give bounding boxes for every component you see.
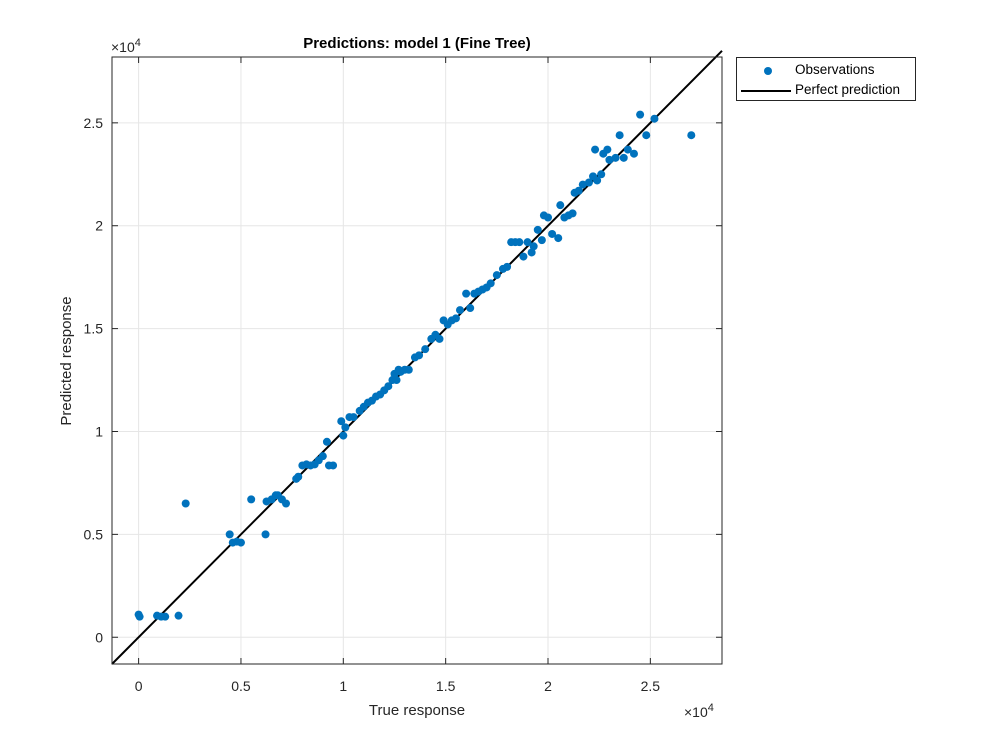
y-tick-label: 0 <box>95 629 103 645</box>
observation-point <box>486 279 495 288</box>
y-exponent-base: ×10 <box>111 39 135 55</box>
x-tick-label: 1 <box>339 678 347 694</box>
chart-title: Predictions: model 1 (Fine Tree) <box>303 35 531 52</box>
observation-point <box>404 365 413 374</box>
observations-marker-icon <box>764 67 772 75</box>
observation-point <box>623 145 632 154</box>
y-axis-label: Predicted response <box>58 296 75 425</box>
observation-point <box>503 262 512 271</box>
legend: Observations Perfect prediction <box>736 57 916 101</box>
observation-point <box>329 461 338 470</box>
grid-lines <box>112 57 722 664</box>
legend-label-observations: Observations <box>795 62 875 77</box>
observation-point <box>462 289 471 298</box>
observation-points <box>134 110 696 621</box>
observation-point <box>548 229 557 238</box>
observation-point <box>421 345 430 354</box>
observation-point <box>339 431 348 440</box>
observation-point <box>611 153 620 162</box>
y-axis-exponent: ×104 <box>111 37 141 55</box>
observation-point <box>568 209 577 218</box>
observation-point <box>593 176 602 185</box>
observation-point <box>554 234 563 243</box>
observation-point <box>636 110 645 119</box>
x-exponent-base: ×10 <box>684 704 708 720</box>
observation-point <box>341 423 350 432</box>
x-tick-label: 0 <box>135 678 143 694</box>
x-tick-label: 2 <box>544 678 552 694</box>
observation-point <box>537 236 546 245</box>
observation-point <box>415 351 424 360</box>
observation-point <box>466 304 475 313</box>
x-exponent-power: 4 <box>708 702 714 714</box>
y-axis-ticks: 0 0.5 1 1.5 2 2.5 <box>84 115 722 645</box>
observation-point <box>247 495 256 504</box>
observation-point <box>642 131 651 140</box>
svg-text:×104: ×104 <box>684 702 714 720</box>
observation-point <box>515 238 524 247</box>
x-axis-exponent: ×104 <box>684 702 714 720</box>
observation-point <box>519 252 528 261</box>
observation-point <box>261 530 270 539</box>
observation-point <box>605 155 614 164</box>
perfect-prediction-line-icon <box>741 90 791 92</box>
y-exponent-power: 4 <box>135 37 141 49</box>
y-tick-label: 1.5 <box>84 321 104 337</box>
observation-point <box>181 499 190 508</box>
observation-point <box>529 242 538 251</box>
y-tick-label: 2 <box>95 218 103 234</box>
observation-point <box>629 149 638 158</box>
observation-point <box>451 314 460 323</box>
observation-point <box>597 170 606 179</box>
observation-point <box>584 178 593 187</box>
observation-point <box>294 472 303 481</box>
observation-point <box>527 248 536 257</box>
observation-point <box>236 538 245 547</box>
observation-point <box>435 334 444 343</box>
legend-label-perfect-prediction: Perfect prediction <box>795 82 901 97</box>
observation-point <box>591 145 600 154</box>
observation-point <box>578 180 587 189</box>
y-tick-label: 0.5 <box>84 526 104 542</box>
observation-point <box>322 437 331 446</box>
observation-point <box>556 201 565 210</box>
legend-item-perfect-prediction: Perfect prediction <box>737 80 915 100</box>
observation-point <box>392 376 401 385</box>
y-tick-label: 1 <box>95 423 103 439</box>
observation-point <box>574 186 583 195</box>
x-tick-label: 1.5 <box>436 678 456 694</box>
observation-point <box>619 153 628 162</box>
svg-text:×104: ×104 <box>111 37 141 55</box>
observation-point <box>544 213 553 222</box>
observation-point <box>523 238 532 247</box>
observation-point <box>161 612 170 621</box>
observation-point <box>135 612 144 621</box>
x-axis-ticks: 0 0.5 1 1.5 2 2.5 <box>135 57 661 694</box>
observation-point <box>603 145 612 154</box>
axes-box <box>111 56 723 665</box>
observation-point <box>281 499 290 508</box>
observation-point <box>225 530 234 539</box>
x-axis-label: True response <box>369 702 465 719</box>
observation-point <box>337 417 346 426</box>
observation-point <box>492 271 501 280</box>
legend-item-observations: Observations <box>737 60 915 80</box>
observation-point <box>455 306 464 315</box>
observation-point <box>533 225 542 234</box>
observation-point <box>318 452 327 461</box>
observation-point <box>349 413 358 422</box>
observation-point <box>384 382 393 391</box>
y-tick-label: 2.5 <box>84 115 104 131</box>
observation-point <box>615 131 624 140</box>
observation-point <box>650 114 659 123</box>
x-tick-label: 0.5 <box>231 678 251 694</box>
x-tick-label: 2.5 <box>641 678 661 694</box>
observation-point <box>174 611 183 620</box>
observation-point <box>687 131 696 140</box>
